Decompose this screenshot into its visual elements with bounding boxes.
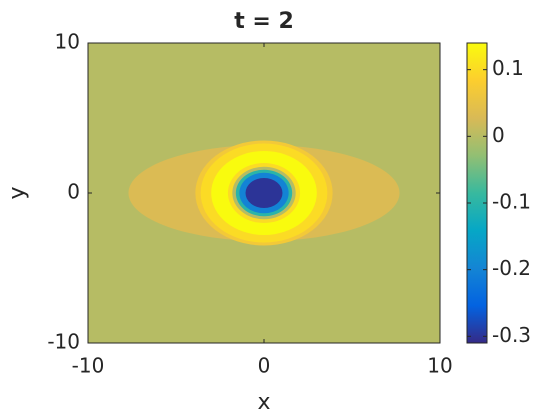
chart-title: t = 2 — [234, 9, 294, 34]
colorbar-tick-label: 0.1 — [492, 56, 524, 80]
colorbar-tick-label: -0.2 — [492, 256, 531, 280]
x-tick-label: 0 — [258, 354, 271, 378]
y-tick-label: 10 — [55, 30, 80, 54]
colorbar — [466, 42, 488, 344]
x-tick-label: 10 — [427, 354, 452, 378]
contour-region — [245, 178, 283, 208]
y-tick-label: -10 — [47, 330, 80, 354]
y-axis-label: y — [5, 186, 30, 199]
y-tick-label: 0 — [67, 180, 80, 204]
plot-area — [88, 43, 440, 343]
x-axis-label: x — [257, 390, 270, 415]
colorbar-tick-label: -0.1 — [492, 190, 531, 214]
x-tick-label: -10 — [72, 354, 105, 378]
colorbar-tick-label: 0 — [492, 123, 505, 147]
colorbar-tick-label: -0.3 — [492, 323, 531, 347]
